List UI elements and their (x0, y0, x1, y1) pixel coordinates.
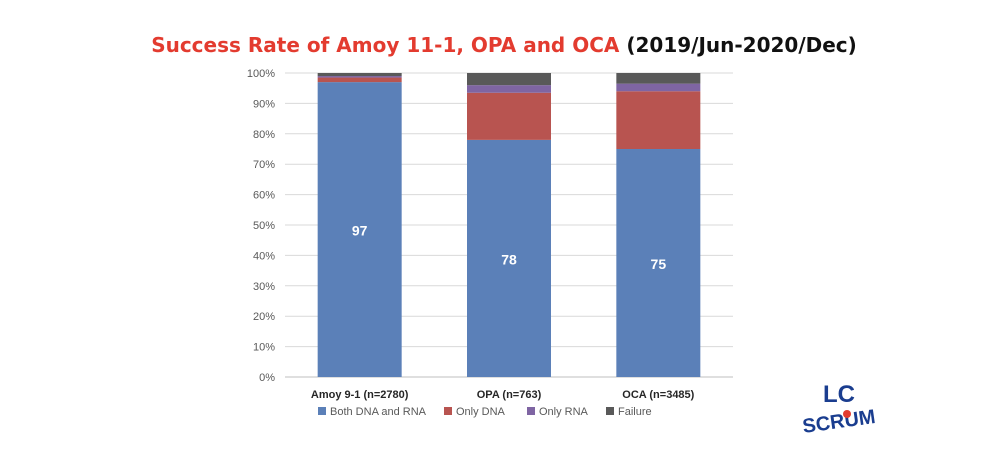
y-tick-label: 10% (253, 342, 275, 354)
bar-segment-2-1 (467, 85, 551, 93)
bar-segment-0-2 (616, 149, 701, 377)
data-label: 75 (651, 256, 667, 272)
y-tick-label: 80% (253, 129, 275, 141)
y-tick-label: 20% (253, 311, 275, 323)
x-category-label: OPA (n=763) (477, 389, 542, 401)
bar-segment-1-1 (467, 92, 551, 140)
chart-title-period: (2019/Jun-2020/Dec) (626, 33, 857, 57)
y-tick-label: 30% (253, 281, 275, 293)
bar-segment-3-0 (317, 73, 402, 77)
bar-segment-0-0 (317, 82, 402, 378)
logo-lc-text: LC (823, 381, 855, 408)
y-tick-label: 100% (247, 68, 275, 80)
bar-segment-3-1 (467, 73, 551, 86)
bar-segment-0-1 (467, 139, 551, 377)
legend-label: Both DNA and RNA (330, 406, 427, 418)
logo-red-dot (843, 410, 851, 418)
y-tick-label: 50% (253, 220, 275, 232)
bar-segment-2-2 (616, 83, 701, 92)
legend-label: Failure (618, 406, 652, 418)
x-category-label: Amoy 9-1 (n=2780) (311, 389, 409, 401)
bar-segment-2-0 (317, 76, 402, 78)
x-category-label: OCA (n=3485) (622, 389, 694, 401)
y-tick-label: 70% (253, 159, 275, 171)
y-tick-label: 40% (253, 250, 275, 262)
y-tick-label: 0% (259, 372, 275, 384)
logo-scrum-text: SCRUM (801, 406, 877, 438)
data-label: 97 (352, 223, 368, 239)
legend-swatch-0 (318, 407, 326, 415)
legend-label: Only RNA (539, 406, 589, 418)
bar-segment-1-2 (616, 91, 701, 149)
y-tick-label: 60% (253, 190, 275, 202)
chart-title: Success Rate of Amoy 11-1, OPA and OCA (… (0, 33, 1008, 57)
legend-swatch-1 (444, 407, 452, 415)
chart-title-main: Success Rate of Amoy 11-1, OPA and OCA (151, 33, 620, 57)
data-label: 78 (501, 251, 517, 267)
lc-scrum-logo: LC SCRUM (801, 381, 877, 438)
legend-label: Only DNA (456, 406, 506, 418)
bar-segment-1-0 (317, 77, 402, 83)
legend-swatch-2 (527, 407, 535, 415)
y-tick-label: 90% (253, 98, 275, 110)
bar-segment-3-2 (616, 73, 701, 84)
legend-swatch-3 (606, 407, 614, 415)
